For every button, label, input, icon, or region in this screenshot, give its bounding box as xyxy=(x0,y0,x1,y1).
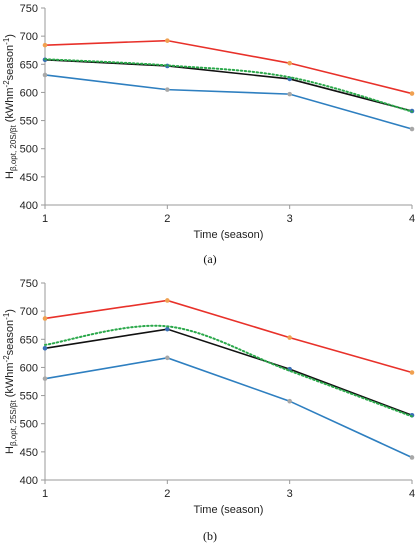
data-point xyxy=(409,91,415,96)
x-tick-label: 4 xyxy=(409,213,415,225)
data-point xyxy=(287,60,292,66)
y-axis-label-part: season xyxy=(4,320,16,355)
y-axis-label: Hβ,opt, 20S/βt (kWhm-2season-1) xyxy=(2,34,18,179)
x-axis-label: Time (season) xyxy=(194,229,264,241)
data-point xyxy=(287,91,292,97)
x-tick-label: 2 xyxy=(164,488,170,500)
y-tick-label: 750 xyxy=(20,278,38,290)
y-axis-label-part: H xyxy=(4,171,16,179)
series-line-1 xyxy=(44,39,413,95)
line-chart-a: 400 450 500 550 600 650 700 750 1 2 3 4 Time (season… xyxy=(2,3,415,241)
y-axis-label-part: -1 xyxy=(2,312,11,320)
y-axis-label-part: H xyxy=(4,446,16,454)
data-point xyxy=(409,126,415,132)
x-tick-label: 1 xyxy=(42,213,48,225)
data-point xyxy=(42,316,48,321)
y-axis-label-part: (kWhm xyxy=(4,87,16,125)
y-tick-label: 750 xyxy=(20,3,38,15)
y-axis-label-part: (kWhm xyxy=(4,362,16,400)
y-tick-label: 500 xyxy=(20,144,38,156)
chart-panel-b: 400 450 500 550 600 650 700 750 1 2 3 4 Time (season… xyxy=(0,275,420,550)
y-tick-label: 650 xyxy=(20,59,38,71)
y-axis-label: Hβ,opt, 25S/βt (kWhm-2season-1) xyxy=(2,309,18,454)
y-axis-label-part: ) xyxy=(4,309,16,313)
x-tick-label: 2 xyxy=(164,213,170,225)
y-tick-label: 700 xyxy=(20,31,38,43)
y-tick-label: 450 xyxy=(20,447,38,459)
data-point xyxy=(42,376,48,381)
data-point xyxy=(42,72,48,78)
y-axis-label-part: -1 xyxy=(2,37,11,45)
y-axis-label-part: ) xyxy=(4,34,16,38)
y-tick-label: 600 xyxy=(20,87,38,99)
y-tick-label: 450 xyxy=(20,172,38,184)
y-axis-label-part: -2 xyxy=(2,80,11,88)
y-axis-label-part: -2 xyxy=(2,355,11,363)
y-tick-label: 600 xyxy=(20,362,38,374)
y-tick-label: 400 xyxy=(20,475,38,487)
data-point xyxy=(165,355,170,361)
data-point xyxy=(165,326,170,332)
data-point xyxy=(409,455,415,460)
data-point xyxy=(409,370,415,375)
x-axis-label: Time (season) xyxy=(194,504,264,516)
caption-b: (b) xyxy=(203,529,217,543)
series-line-1 xyxy=(44,299,413,374)
data-point xyxy=(42,345,48,351)
y-tick-label: 650 xyxy=(20,334,38,346)
caption-a: (a) xyxy=(203,252,217,266)
y-axis-label-part: β,opt, 20S/βt xyxy=(9,125,18,171)
y-tick-label: 500 xyxy=(20,419,38,431)
series-line-2 xyxy=(44,328,413,417)
data-point xyxy=(287,398,292,404)
series-line-4 xyxy=(44,357,413,459)
data-point xyxy=(287,335,292,340)
series-line-3 xyxy=(44,324,413,418)
data-point xyxy=(42,42,48,48)
chart-panel-a: 400 450 500 550 600 650 700 750 1 2 3 4 Time (season… xyxy=(2,3,415,241)
data-point xyxy=(165,298,170,303)
series-line-4 xyxy=(44,74,413,130)
y-tick-label: 550 xyxy=(20,116,38,128)
data-point xyxy=(165,87,170,92)
line-chart-b: 400 450 500 550 600 650 700 750 1 2 3 4 Time (season… xyxy=(2,278,415,516)
y-tick-label: 550 xyxy=(20,391,38,403)
y-axis-label-part: season xyxy=(4,45,16,80)
y-tick-label: 400 xyxy=(20,200,38,212)
y-axis-label-part: β,opt, 25S/βt xyxy=(9,400,18,446)
data-point xyxy=(165,38,170,43)
x-tick-label: 4 xyxy=(409,488,415,500)
x-tick-label: 1 xyxy=(42,488,48,500)
series-line-3 xyxy=(44,58,413,113)
x-tick-label: 3 xyxy=(287,213,293,225)
x-tick-label: 3 xyxy=(287,488,293,500)
y-tick-label: 700 xyxy=(20,306,38,318)
series-line-2 xyxy=(44,58,413,112)
